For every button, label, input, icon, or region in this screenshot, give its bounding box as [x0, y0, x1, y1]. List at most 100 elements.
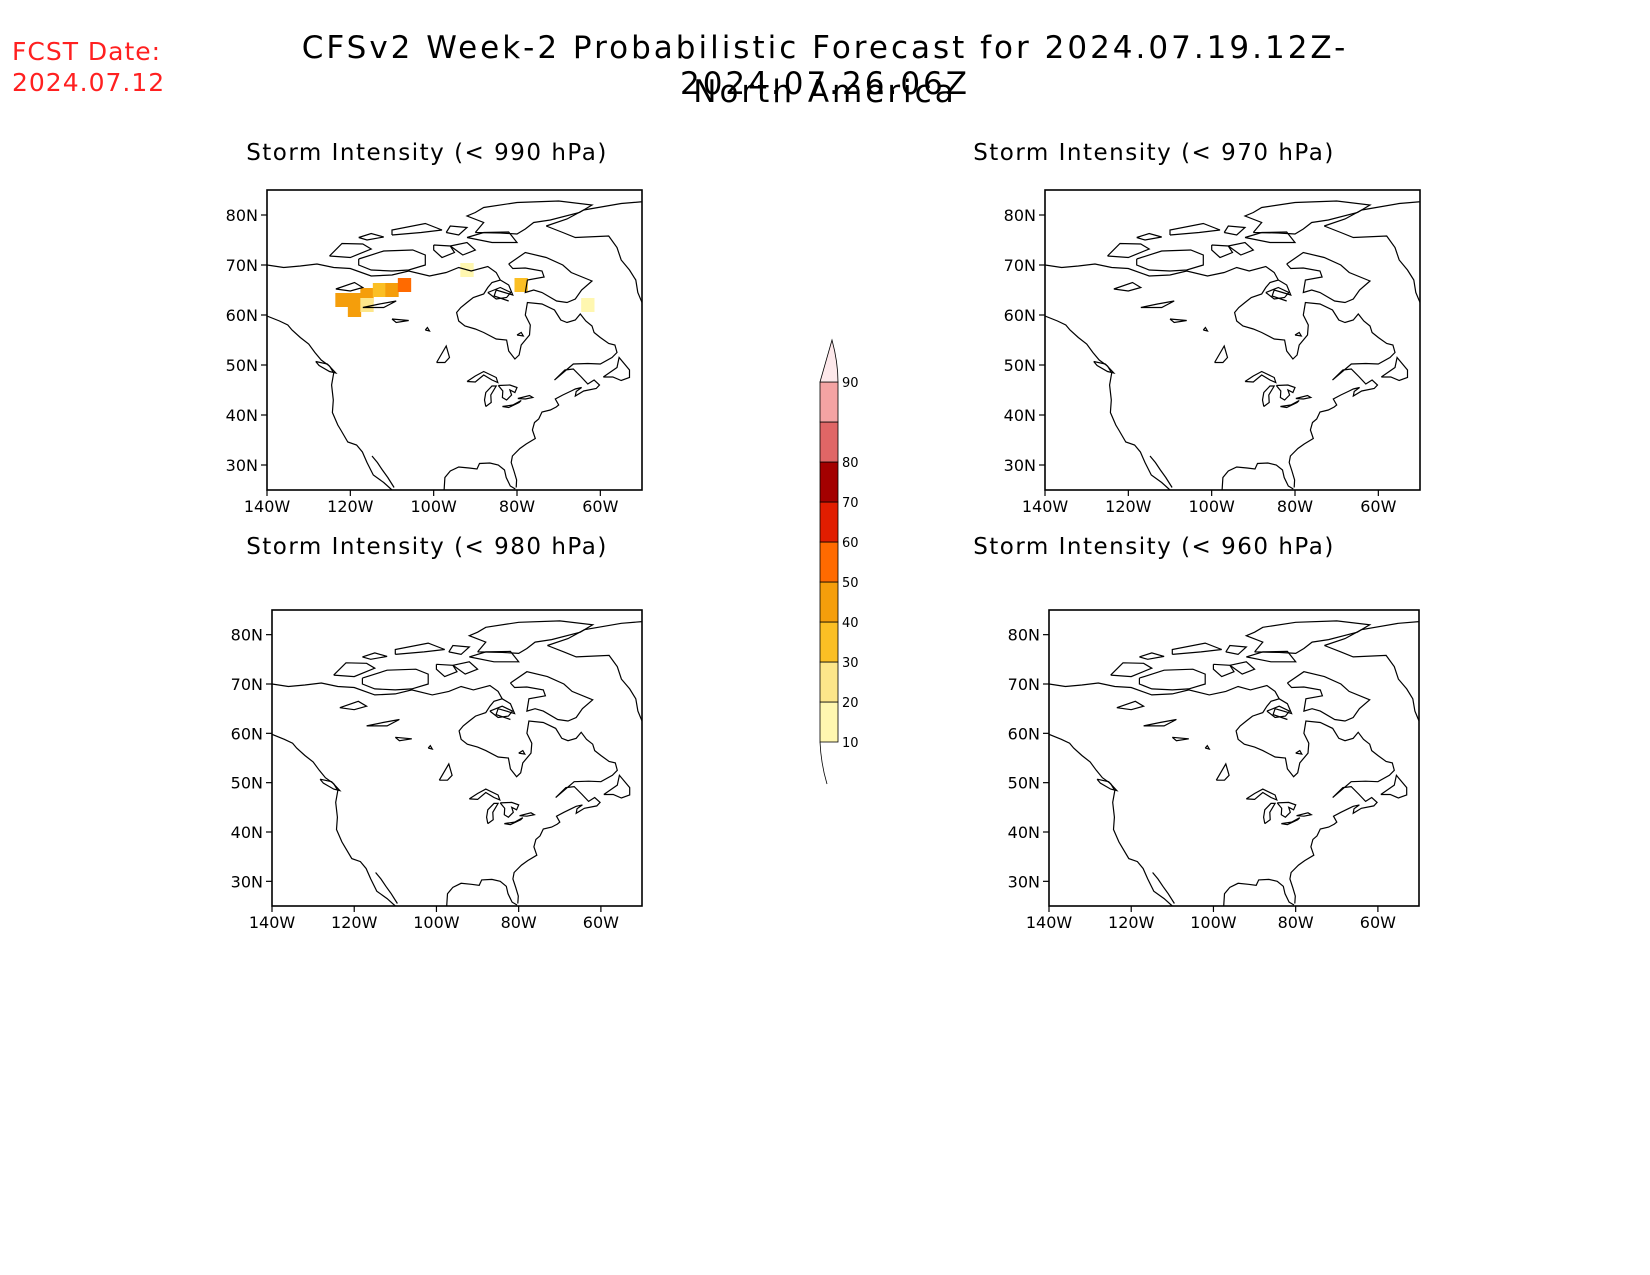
coastline [509, 671, 594, 722]
coastline [1169, 318, 1187, 324]
coastline [394, 642, 445, 655]
coastline [438, 762, 453, 781]
lat-tick-label: 70N [226, 256, 258, 275]
coastline [443, 462, 516, 490]
coastline [446, 878, 518, 906]
coastline [1324, 201, 1420, 227]
coastline [1324, 620, 1419, 647]
lon-tick-label: 120W [331, 913, 378, 932]
coastline [1138, 668, 1206, 691]
coastline [518, 749, 526, 755]
colorbar-segment [819, 621, 839, 663]
probability-cell [372, 283, 387, 297]
map-panel-970: 80N 70N 60N 50N 40N 30N 140W 120W 100W 80W 60W [1004, 189, 1421, 516]
coastline [497, 384, 518, 401]
coastline [516, 331, 525, 337]
coastline [1140, 300, 1175, 309]
coastline [1215, 762, 1230, 781]
coastline [362, 300, 397, 309]
coastline [1143, 718, 1177, 727]
coastline [1169, 222, 1221, 236]
coastlines [272, 620, 642, 906]
forecast-date-block: FCST Date: 2024.07.12 [12, 36, 165, 98]
coastline [1244, 620, 1372, 655]
lat-tick-label: 40N [226, 406, 258, 425]
coastline [1294, 331, 1303, 337]
coastline [1265, 286, 1290, 300]
lon-tick-label: 100W [413, 913, 460, 932]
coastline [1171, 642, 1222, 655]
coastline [1295, 749, 1303, 755]
lon-tick-label: 80W [501, 913, 537, 932]
coastline [466, 370, 499, 384]
coastline [433, 244, 456, 259]
coastline [1280, 399, 1300, 409]
colorbar-segment [819, 661, 839, 703]
coastline [1116, 700, 1146, 711]
lat-tick-label: 30N [226, 456, 258, 475]
lat-tick-label: 40N [1004, 406, 1036, 425]
coastline [1380, 356, 1409, 382]
coastline [1243, 200, 1372, 235]
coastline [1276, 801, 1297, 818]
lon-tick-label: 60W [582, 497, 618, 516]
coastline [1262, 802, 1277, 825]
colorbar-segment [819, 701, 839, 743]
lon-tick-label: 60W [583, 913, 619, 932]
coastline [1229, 661, 1256, 675]
lon-tick-label: 120W [327, 497, 374, 516]
colorbar: 10 20 30 40 50 60 70 80 90 [819, 338, 859, 785]
coastline [1244, 370, 1277, 384]
map-panel-980: 80N 70N 60N 50N 40N 30N 140W 120W 100W 80W 60W [231, 609, 643, 932]
map-frame [271, 609, 643, 907]
lat-tick-label: 30N [231, 872, 263, 891]
coastline [452, 661, 479, 675]
coastline [1261, 385, 1276, 407]
coastline [358, 232, 384, 241]
colorbar-segment [819, 421, 839, 463]
lat-tick-label: 40N [1008, 823, 1040, 842]
coastline [1049, 733, 1173, 906]
panel-title-990: Storm Intensity (< 990 hPa) [246, 140, 608, 166]
coastline [315, 360, 338, 375]
colorbar-label: 60 [842, 536, 859, 551]
coastline [508, 251, 594, 304]
colorbar-label: 80 [842, 456, 859, 471]
coastline [1045, 315, 1171, 490]
lat-tick-label: 50N [1004, 356, 1036, 375]
coastline [358, 249, 426, 272]
coastline [1136, 249, 1204, 272]
coastline [502, 399, 522, 409]
coastline [1286, 671, 1371, 722]
coastline [424, 326, 431, 332]
colorbar-label: 50 [842, 576, 859, 591]
coastline [1211, 244, 1234, 259]
coastline [1266, 705, 1291, 719]
colorbar-segment [819, 541, 839, 583]
coastline [487, 286, 512, 300]
coastline [602, 356, 631, 382]
coastline [1214, 344, 1229, 364]
coastline [485, 802, 500, 825]
colorbar-segment [819, 461, 839, 503]
coastline [1093, 360, 1116, 375]
coastline [1323, 225, 1420, 304]
coastline [1324, 644, 1419, 722]
coastline [1202, 326, 1209, 332]
coastline [1227, 241, 1255, 256]
coastline [1045, 263, 1279, 281]
lat-tick-label: 80N [231, 626, 263, 645]
probability-cell [581, 298, 595, 312]
lon-tick-label: 80W [499, 497, 535, 516]
lat-tick-label: 60N [226, 306, 258, 325]
coastline [546, 201, 642, 227]
page-title: CFSv2 Week-2 Probabilistic Forecast for … [301, 30, 1349, 102]
lat-tick-label: 60N [1004, 306, 1036, 325]
probability-cell [397, 278, 412, 292]
coastline [371, 455, 395, 488]
page-subtitle: North America [693, 74, 957, 110]
coastline [1221, 462, 1294, 490]
coastline [335, 281, 365, 292]
coastline [333, 662, 377, 678]
coastline [391, 318, 409, 324]
